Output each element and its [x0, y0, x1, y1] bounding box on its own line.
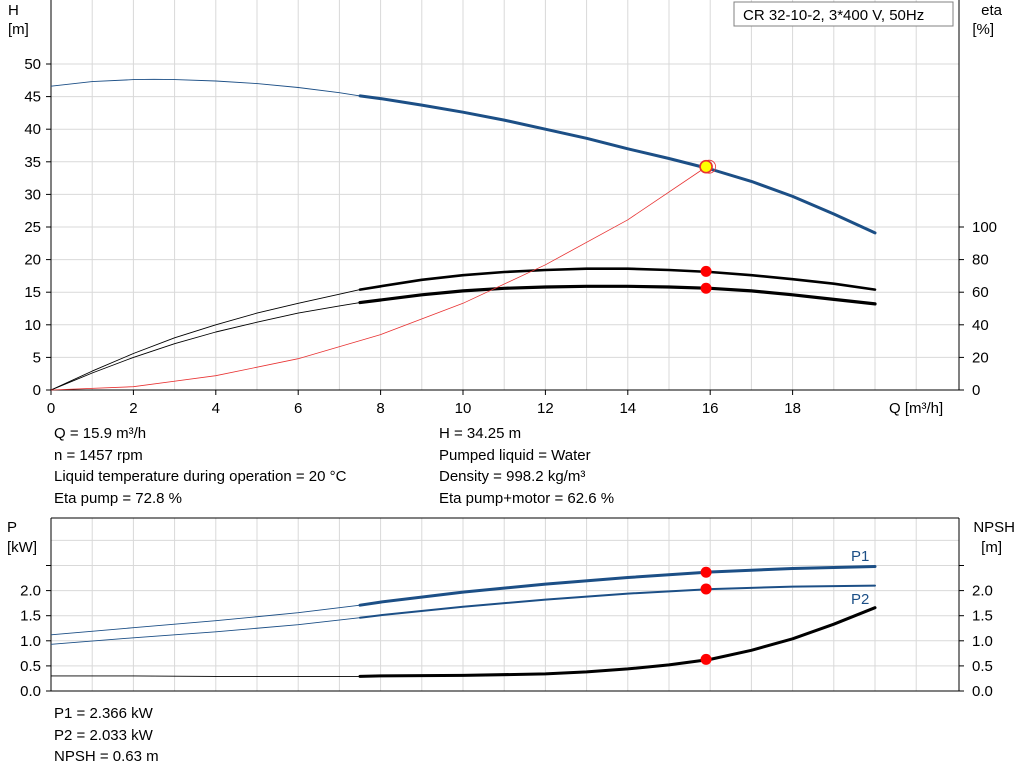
y2-tick-label: 40	[972, 317, 989, 334]
top-markers	[699, 159, 716, 294]
x-tick-label: 4	[212, 400, 220, 417]
y2-tick-label: 1.0	[972, 633, 993, 650]
y-axis-label-top-1: H	[8, 2, 19, 19]
y2-axis-label-bottom-2: [m]	[981, 539, 1002, 556]
top-grid	[46, 0, 964, 395]
series-npsh-operating-range	[358, 606, 877, 678]
x-tick-label: 6	[294, 400, 302, 417]
info-speed: n = 1457 rpm	[54, 446, 143, 464]
operating-point-marker	[700, 653, 712, 665]
y-tick-label: 0.5	[20, 658, 41, 675]
y2-tick-label: 1.5	[972, 608, 993, 625]
y-tick-label: 5	[33, 349, 41, 366]
info-block-bottom: P1 = 2.366 kW P2 = 2.033 kW NPSH = 0.63 …	[54, 703, 159, 768]
bottom-tick-labels: 0.0 0.5 1.0 1.5 2.0 0.0 0.5 1.0 1.5 2.0	[20, 583, 993, 700]
y2-axis-label-top-1: eta	[981, 2, 1003, 19]
y-axis-label-bottom-2: [kW]	[7, 539, 37, 556]
y2-tick-label: 2.0	[972, 583, 993, 600]
y-tick-label: 15	[24, 284, 41, 301]
x-axis-label: Q [m³/h]	[889, 400, 943, 417]
y2-axis-label-top-2: [%]	[972, 21, 994, 38]
y-axis-label-bottom-1: P	[7, 519, 17, 536]
duty-point-marker	[699, 159, 713, 174]
info-npsh: NPSH = 0.63 m	[54, 748, 159, 765]
bottom-grid	[46, 517, 964, 692]
info-p2: P2 = 2.033 kW	[54, 726, 153, 744]
bottom-series	[50, 565, 877, 678]
y-tick-label: 25	[24, 219, 41, 236]
info-block-left: Q = 15.9 m³/h n = 1457 rpm Liquid temper…	[54, 423, 346, 509]
info-liquid-temperature: Liquid temperature during operation = 20…	[54, 468, 347, 485]
info-p1: P1 = 2.366 kW	[54, 705, 153, 722]
y-axis-label-top-2: [m]	[8, 21, 29, 38]
series-eta-pump-operating-range	[358, 267, 877, 291]
info-q: Q = 15.9 m³/h	[54, 425, 147, 442]
x-tick-label: 10	[455, 400, 472, 417]
y2-tick-label: 80	[972, 252, 989, 269]
y-tick-label: 0.0	[20, 683, 41, 700]
info-pumped-liquid: Pumped liquid = Water	[439, 446, 591, 464]
x-tick-label: 0	[47, 400, 55, 417]
info-eta-pump-motor: Eta pump+motor = 62.6 %	[439, 489, 615, 507]
y2-tick-label: 0.5	[972, 658, 993, 675]
y-tick-label: 0	[33, 382, 41, 399]
bottom-markers	[700, 566, 712, 665]
series-p1-operating-range	[358, 565, 877, 607]
x-tick-label: 14	[619, 400, 636, 417]
operating-point-marker	[700, 566, 712, 578]
x-tick-label: 2	[129, 400, 137, 417]
series-head-operating-range	[358, 94, 877, 235]
y2-tick-label: 0.0	[972, 683, 993, 700]
y-tick-label: 50	[24, 56, 41, 73]
y-tick-label: 2.0	[20, 583, 41, 600]
info-density: Density = 998.2 kg/m³	[439, 468, 586, 485]
series-p2-operating-range	[359, 584, 876, 619]
top-tick-labels: 0 2 4 6 8 10 12 14 16 18 0 5 10 15 20 25 30 35 40 45 50 0 20 40…	[24, 56, 997, 417]
y-tick-label: 20	[24, 252, 41, 269]
y-tick-label: 1.0	[20, 633, 41, 650]
y2-tick-label: 0	[972, 382, 980, 399]
series-label-p2: P2	[851, 591, 869, 608]
operating-point-marker	[700, 282, 712, 294]
series-eta-pump-motor-operating-range	[358, 284, 877, 306]
y-tick-label: 40	[24, 121, 41, 138]
chart-title-box	[733, 1, 954, 27]
info-head: H = 34.25 m	[439, 425, 522, 442]
series-system-curve-line	[50, 166, 707, 391]
y2-tick-label: 20	[972, 349, 989, 366]
x-tick-label: 18	[784, 400, 801, 417]
x-tick-label: 16	[702, 400, 719, 417]
x-tick-label: 8	[376, 400, 384, 417]
operating-point-marker	[700, 583, 712, 595]
y-tick-label: 10	[24, 317, 41, 334]
operating-point-marker	[700, 265, 712, 277]
info-block-right: H = 34.25 m Pumped liquid = Water Densit…	[439, 423, 614, 509]
top-series	[50, 78, 877, 391]
y-tick-label: 30	[24, 186, 41, 203]
info-eta-pump: Eta pump = 72.8 %	[54, 489, 182, 507]
y2-tick-label: 100	[972, 219, 997, 236]
chart-title: CR 32-10-2, 3*400 V, 50Hz	[743, 7, 924, 24]
y2-tick-label: 60	[972, 284, 989, 301]
y-tick-label: 45	[24, 89, 41, 106]
y-tick-label: 1.5	[20, 608, 41, 625]
series-label-p1: P1	[851, 548, 869, 565]
x-tick-label: 12	[537, 400, 554, 417]
y2-axis-label-bottom-1: NPSH	[973, 519, 1015, 536]
y-tick-label: 35	[24, 154, 41, 171]
